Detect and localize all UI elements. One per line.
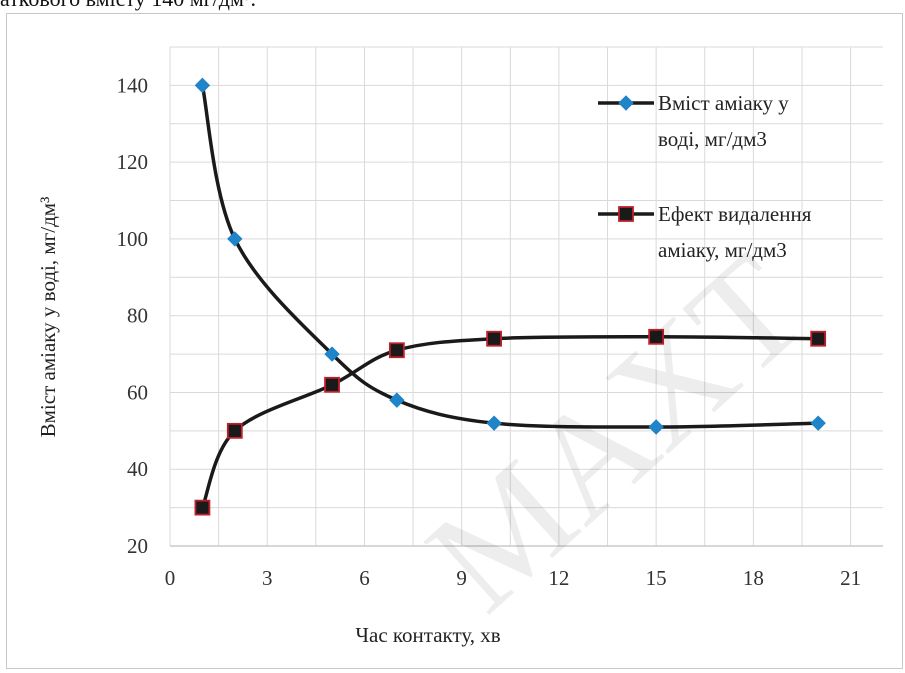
x-tick-label: 21: [840, 566, 861, 590]
data-point: [810, 415, 826, 431]
watermark: MAXT: [397, 223, 836, 642]
data-point: [648, 419, 664, 435]
caption-fragment: аткового вмісту 140 мг/дм³.: [0, 0, 256, 12]
data-point: [227, 231, 243, 247]
legend-marker: [618, 206, 634, 222]
legend-marker: [618, 95, 634, 111]
data-point: [226, 422, 243, 439]
data-point: [324, 376, 340, 393]
data-point: [486, 330, 502, 347]
legend-entry-2: Ефект видалення аміаку, мг/дм3: [598, 202, 812, 262]
legend-label: аміаку, мг/дм3: [658, 238, 787, 262]
x-tick-label: 0: [165, 566, 176, 590]
x-tick-label: 3: [262, 566, 273, 590]
y-tick-label: 120: [117, 150, 149, 174]
data-point: [324, 346, 340, 362]
legend: Вміст аміаку у воді, мг/дм3 Ефект видаленн…: [598, 91, 812, 262]
data-point: [194, 499, 211, 516]
x-tick-label: 18: [743, 566, 764, 590]
y-tick-label: 140: [117, 73, 149, 97]
legend-label: Вміст аміаку у: [658, 91, 789, 115]
legend-label: Ефект видалення: [658, 202, 812, 226]
y-tick-label: 80: [127, 304, 148, 328]
data-point: [388, 342, 405, 359]
y-tick-label: 60: [127, 380, 148, 404]
y-tick-label: 100: [117, 227, 149, 251]
data-point: [810, 330, 827, 347]
x-axis-title: Час контакту, хв: [355, 623, 500, 647]
y-axis-title: Вміст аміаку у воді, мг/дм³: [36, 197, 60, 438]
data-point: [194, 77, 211, 94]
series: [194, 77, 827, 516]
x-tick-label: 9: [456, 566, 467, 590]
series-2: [194, 328, 827, 516]
data-point: [389, 392, 405, 408]
legend-entry-1: Вміст аміаку у воді, мг/дм3: [598, 91, 789, 151]
x-tick-label: 15: [646, 566, 667, 590]
chart-frame: [6, 13, 903, 669]
data-point: [486, 415, 502, 431]
x-tick-label: 12: [548, 566, 569, 590]
axes: 0 3 6 9 12 15 18 21 20 40 60 80 100 120 140: [117, 73, 883, 590]
data-point: [648, 328, 665, 345]
y-tick-label: 20: [127, 534, 148, 558]
y-tick-label: 40: [127, 457, 148, 481]
legend-label: воді, мг/дм3: [658, 127, 767, 151]
x-tick-label: 6: [359, 566, 370, 590]
series-1: [194, 77, 826, 435]
